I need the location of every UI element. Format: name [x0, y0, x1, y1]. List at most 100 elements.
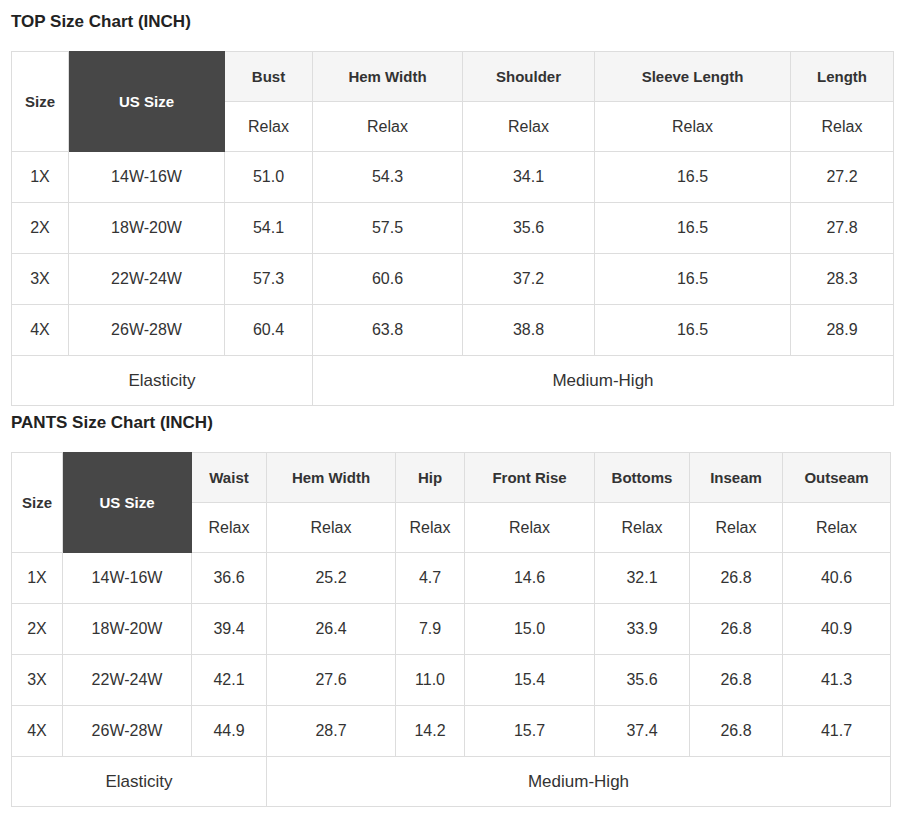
measurement-value-cell: 15.0 — [465, 604, 595, 655]
fit-type-cell: Relax — [192, 503, 267, 553]
measurement-value-cell: 15.4 — [465, 655, 595, 706]
measurement-value-cell: 54.1 — [225, 203, 313, 254]
measurement-value-cell: 54.3 — [313, 152, 463, 203]
fit-type-cell: Relax — [225, 102, 313, 152]
measurement-value-cell: 40.6 — [783, 553, 891, 604]
measurement-value-cell: 33.9 — [595, 604, 690, 655]
measurement-value-cell: 35.6 — [595, 655, 690, 706]
measurement-value-cell: 26.8 — [690, 553, 783, 604]
size-row: 1X14W-16W36.625.24.714.632.126.840.6 — [12, 553, 891, 604]
measurement-value-cell: 14.6 — [465, 553, 595, 604]
measurement-value-cell: 28.9 — [791, 305, 894, 356]
us-size-cell: 22W-24W — [69, 254, 225, 305]
size-row: 1X14W-16W51.054.334.116.527.2 — [12, 152, 894, 203]
pants-chart-title: PANTS Size Chart (INCH) — [11, 413, 893, 433]
measurement-value-cell: 38.8 — [463, 305, 595, 356]
us-size-cell: 18W-20W — [63, 604, 192, 655]
measurement-value-cell: 27.2 — [791, 152, 894, 203]
measurement-column-header: Bottoms — [595, 453, 690, 503]
size-row: 2X18W-20W54.157.535.616.527.8 — [12, 203, 894, 254]
measurement-value-cell: 57.3 — [225, 254, 313, 305]
fit-type-cell: Relax — [463, 102, 595, 152]
us-size-cell: 26W-28W — [63, 706, 192, 757]
us-size-cell: 26W-28W — [69, 305, 225, 356]
measurement-value-cell: 40.9 — [783, 604, 891, 655]
measurement-value-cell: 28.7 — [267, 706, 396, 757]
measurement-value-cell: 16.5 — [595, 305, 791, 356]
measurement-value-cell: 60.4 — [225, 305, 313, 356]
size-row: 3X22W-24W42.127.611.015.435.626.841.3 — [12, 655, 891, 706]
size-column-header: Size — [12, 52, 69, 152]
size-cell: 3X — [12, 655, 63, 706]
measurement-value-cell: 28.3 — [791, 254, 894, 305]
size-cell: 2X — [12, 604, 63, 655]
fit-type-cell: Relax — [690, 503, 783, 553]
measurement-column-header: Hem Width — [313, 52, 463, 102]
size-cell: 4X — [12, 706, 63, 757]
pants-size-chart-table: SizeUS SizeWaistHem WidthHipFront RiseBo… — [11, 452, 891, 807]
measurement-value-cell: 27.6 — [267, 655, 396, 706]
size-cell: 1X — [12, 553, 63, 604]
measurement-value-cell: 41.7 — [783, 706, 891, 757]
measurement-value-cell: 16.5 — [595, 152, 791, 203]
measurement-value-cell: 14.2 — [396, 706, 465, 757]
measurement-value-cell: 36.6 — [192, 553, 267, 604]
elasticity-label-cell: Elasticity — [12, 757, 267, 807]
elasticity-value-cell: Medium-High — [267, 757, 891, 807]
measurement-value-cell: 26.4 — [267, 604, 396, 655]
measurement-column-header: Outseam — [783, 453, 891, 503]
measurement-value-cell: 26.8 — [690, 604, 783, 655]
fit-type-cell: Relax — [791, 102, 894, 152]
measurement-value-cell: 35.6 — [463, 203, 595, 254]
fit-type-cell: Relax — [783, 503, 891, 553]
size-row: 3X22W-24W57.360.637.216.528.3 — [12, 254, 894, 305]
measurement-value-cell: 26.8 — [690, 706, 783, 757]
measurement-value-cell: 15.7 — [465, 706, 595, 757]
us-size-cell: 18W-20W — [69, 203, 225, 254]
pants-chart-header: SizeUS SizeWaistHem WidthHipFront RiseBo… — [12, 453, 891, 553]
top-chart-title: TOP Size Chart (INCH) — [11, 12, 893, 32]
elasticity-label-cell: Elasticity — [12, 356, 313, 406]
elasticity-row: ElasticityMedium-High — [12, 356, 894, 406]
measurement-value-cell: 51.0 — [225, 152, 313, 203]
elasticity-value-cell: Medium-High — [313, 356, 894, 406]
fit-type-cell: Relax — [595, 102, 791, 152]
measurement-value-cell: 11.0 — [396, 655, 465, 706]
us-size-cell: 22W-24W — [63, 655, 192, 706]
top-size-chart-table: SizeUS SizeBustHem WidthShoulderSleeve L… — [11, 51, 894, 406]
measurement-value-cell: 4.7 — [396, 553, 465, 604]
size-chart-page: TOP Size Chart (INCH) SizeUS SizeBustHem… — [0, 0, 904, 827]
measurement-value-cell: 25.2 — [267, 553, 396, 604]
measurement-value-cell: 42.1 — [192, 655, 267, 706]
size-cell: 3X — [12, 254, 69, 305]
measurement-value-cell: 60.6 — [313, 254, 463, 305]
size-row: 4X26W-28W60.463.838.816.528.9 — [12, 305, 894, 356]
size-column-header: Size — [12, 453, 63, 553]
measurement-column-header: Bust — [225, 52, 313, 102]
measurement-column-header: Waist — [192, 453, 267, 503]
size-cell: 2X — [12, 203, 69, 254]
measurement-column-header: Hip — [396, 453, 465, 503]
measurement-value-cell: 16.5 — [595, 254, 791, 305]
measurement-value-cell: 44.9 — [192, 706, 267, 757]
us-size-column-header: US Size — [63, 453, 192, 553]
measurement-column-header: Sleeve Length — [595, 52, 791, 102]
us-size-column-header: US Size — [69, 52, 225, 152]
measurement-column-header: Length — [791, 52, 894, 102]
header-row: SizeUS SizeBustHem WidthShoulderSleeve L… — [12, 52, 894, 102]
top-chart-body: 1X14W-16W51.054.334.116.527.22X18W-20W54… — [12, 152, 894, 406]
measurement-value-cell: 32.1 — [595, 553, 690, 604]
us-size-cell: 14W-16W — [63, 553, 192, 604]
measurement-column-header: Shoulder — [463, 52, 595, 102]
size-cell: 1X — [12, 152, 69, 203]
measurement-value-cell: 37.4 — [595, 706, 690, 757]
header-row: SizeUS SizeWaistHem WidthHipFront RiseBo… — [12, 453, 891, 503]
fit-type-cell: Relax — [396, 503, 465, 553]
measurement-value-cell: 39.4 — [192, 604, 267, 655]
measurement-column-header: Inseam — [690, 453, 783, 503]
pants-chart-body: 1X14W-16W36.625.24.714.632.126.840.62X18… — [12, 553, 891, 807]
measurement-value-cell: 37.2 — [463, 254, 595, 305]
fit-type-cell: Relax — [595, 503, 690, 553]
measurement-value-cell: 16.5 — [595, 203, 791, 254]
elasticity-row: ElasticityMedium-High — [12, 757, 891, 807]
